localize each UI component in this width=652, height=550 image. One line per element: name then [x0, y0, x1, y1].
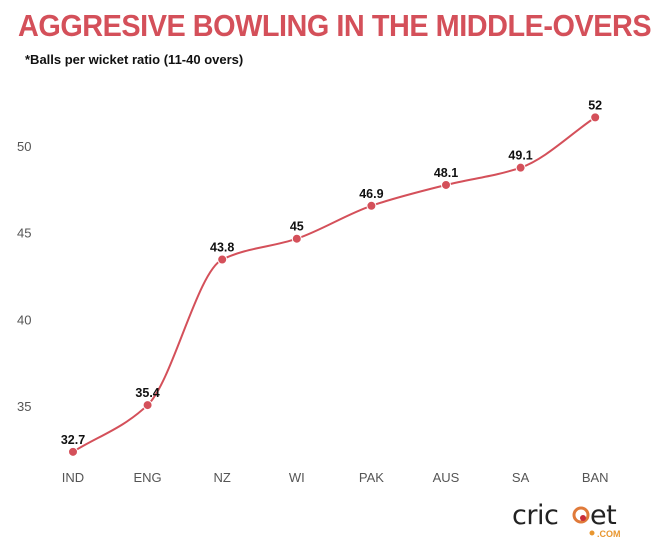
data-point [217, 254, 228, 265]
x-tick-label: BAN [582, 470, 609, 485]
data-label: 45 [290, 220, 304, 234]
data-label: 52 [588, 98, 602, 112]
y-tick-label: 50 [17, 139, 31, 154]
data-label: 49.1 [508, 149, 532, 163]
svg-text:et: et [590, 500, 616, 531]
series-line [72, 116, 596, 453]
x-tick-label: AUS [433, 470, 460, 485]
x-tick-label: NZ [214, 470, 231, 485]
x-tick-label: ENG [134, 470, 162, 485]
data-point [366, 200, 377, 211]
y-tick-label: 45 [17, 226, 31, 241]
chart-subtitle: *Balls per wicket ratio (11-40 overs) [25, 52, 244, 67]
x-tick-label: PAK [359, 470, 384, 485]
x-tick-label: SA [512, 470, 530, 485]
data-label: 43.8 [210, 240, 234, 254]
x-tick-label: WI [289, 470, 305, 485]
data-point [68, 446, 78, 457]
data-label: 32.7 [61, 433, 85, 447]
chart-title: AGGRESIVE BOWLING IN THE MIDDLE-OVERS [18, 8, 652, 43]
data-label: 35.4 [135, 386, 159, 400]
y-tick-label: 40 [17, 312, 31, 327]
x-tick-label: IND [62, 470, 84, 485]
data-point [590, 112, 601, 123]
data-point [515, 162, 526, 173]
svg-text:.COM: .COM [597, 529, 621, 539]
data-point [441, 179, 451, 190]
svg-text:cric: cric [512, 500, 558, 531]
data-point [291, 233, 302, 244]
data-label: 48.1 [434, 166, 458, 180]
data-label: 46.9 [359, 187, 383, 201]
y-tick-label: 35 [17, 399, 31, 414]
data-point [142, 400, 153, 411]
cricket-com-logo: cric et .COM [510, 500, 630, 545]
